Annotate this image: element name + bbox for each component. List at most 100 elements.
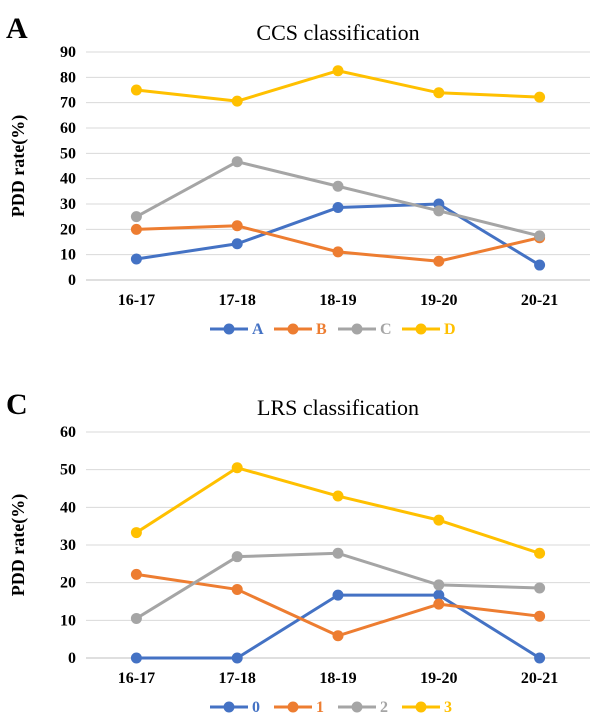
data-point-3 bbox=[332, 490, 344, 502]
data-point-2 bbox=[130, 612, 142, 624]
legend-label: 0 bbox=[252, 699, 260, 716]
legend-label: 2 bbox=[380, 699, 388, 716]
data-point-B bbox=[433, 255, 445, 267]
legend-swatch-marker bbox=[351, 701, 363, 713]
legend-swatch-marker bbox=[415, 701, 427, 713]
legend-swatch-marker bbox=[223, 323, 235, 335]
data-point-0 bbox=[534, 652, 546, 664]
y-tick-label: 90 bbox=[60, 44, 76, 61]
legend-label: B bbox=[316, 321, 327, 338]
data-point-3 bbox=[130, 527, 142, 539]
data-point-D bbox=[534, 91, 546, 103]
data-point-2 bbox=[332, 547, 344, 559]
data-point-3 bbox=[534, 547, 546, 559]
data-point-1 bbox=[433, 598, 445, 610]
data-point-3 bbox=[231, 462, 243, 474]
y-tick-label: 60 bbox=[60, 424, 76, 441]
data-point-A bbox=[231, 238, 243, 250]
data-point-B bbox=[231, 220, 243, 232]
chart-title: LRS classification bbox=[257, 395, 419, 420]
chart-title: CCS classification bbox=[256, 20, 419, 45]
data-point-1 bbox=[130, 568, 142, 580]
x-tick-label: 19-20 bbox=[420, 670, 457, 687]
legend-item-C: C bbox=[338, 321, 392, 338]
x-tick-label: 20-21 bbox=[521, 670, 558, 687]
data-point-B bbox=[130, 223, 142, 235]
x-tick-label: 17-18 bbox=[219, 670, 256, 687]
data-point-B bbox=[332, 246, 344, 258]
y-axis-label: PDD rate(%) bbox=[8, 115, 29, 217]
y-tick-label: 0 bbox=[68, 272, 76, 289]
y-tick-label: 20 bbox=[60, 221, 76, 238]
data-point-C bbox=[534, 230, 546, 242]
legend-item-B: B bbox=[274, 321, 327, 338]
data-point-D bbox=[231, 95, 243, 107]
y-tick-label: 50 bbox=[60, 145, 76, 162]
data-point-2 bbox=[534, 582, 546, 594]
y-tick-label: 80 bbox=[60, 69, 76, 86]
legend-item-0: 0 bbox=[210, 699, 260, 716]
data-point-3 bbox=[433, 514, 445, 526]
legend-item-2: 2 bbox=[338, 699, 388, 716]
chart-panel-A: A CCS classification 0 10 20 30 40 50 60 70 80 90 16… bbox=[6, 12, 590, 338]
data-point-1 bbox=[231, 583, 243, 595]
legend-swatch-marker bbox=[287, 701, 299, 713]
legend-label: D bbox=[444, 321, 456, 338]
panel-letter: A bbox=[6, 12, 28, 45]
legend-label: 3 bbox=[444, 699, 452, 716]
y-axis-label: PDD rate(%) bbox=[8, 494, 29, 596]
x-tick-label: 18-19 bbox=[319, 292, 356, 309]
x-tick-label: 19-20 bbox=[420, 292, 457, 309]
legend-label: 1 bbox=[316, 699, 324, 716]
data-point-C bbox=[433, 205, 445, 217]
legend-label: A bbox=[252, 321, 264, 338]
legend-swatch-marker bbox=[415, 323, 427, 335]
legend-item-3: 3 bbox=[402, 699, 452, 716]
data-point-2 bbox=[231, 551, 243, 563]
y-tick-label: 40 bbox=[60, 171, 76, 188]
y-tick-label: 30 bbox=[60, 537, 76, 554]
data-point-A bbox=[534, 259, 546, 271]
legend-swatch-marker bbox=[351, 323, 363, 335]
y-tick-label: 20 bbox=[60, 575, 76, 592]
data-point-0 bbox=[433, 589, 445, 601]
panel-letter: C bbox=[6, 388, 28, 421]
y-tick-label: 10 bbox=[60, 247, 76, 264]
legend-swatch-marker bbox=[223, 701, 235, 713]
x-tick-label: 16-17 bbox=[118, 292, 155, 309]
legend-item-1: 1 bbox=[274, 699, 324, 716]
legend-label: C bbox=[380, 321, 392, 338]
x-tick-label: 16-17 bbox=[118, 670, 155, 687]
data-point-1 bbox=[332, 630, 344, 642]
y-tick-label: 0 bbox=[68, 650, 76, 667]
data-point-D bbox=[433, 87, 445, 99]
data-point-D bbox=[332, 65, 344, 77]
x-tick-label: 17-18 bbox=[219, 292, 256, 309]
y-tick-label: 60 bbox=[60, 120, 76, 137]
data-point-C bbox=[130, 211, 142, 223]
x-tick-label: 20-21 bbox=[521, 292, 558, 309]
data-point-C bbox=[231, 156, 243, 168]
x-tick-label: 18-19 bbox=[319, 670, 356, 687]
data-point-A bbox=[130, 253, 142, 265]
y-tick-label: 30 bbox=[60, 196, 76, 213]
y-tick-label: 70 bbox=[60, 95, 76, 112]
series-line-3 bbox=[135, 466, 541, 555]
data-point-C bbox=[332, 180, 344, 192]
y-tick-label: 50 bbox=[60, 462, 76, 479]
data-point-D bbox=[130, 84, 142, 96]
data-point-2 bbox=[433, 579, 445, 591]
y-tick-label: 10 bbox=[60, 612, 76, 629]
data-point-1 bbox=[534, 610, 546, 622]
data-point-0 bbox=[130, 652, 142, 664]
legend-swatch-marker bbox=[287, 323, 299, 335]
series-line-C bbox=[135, 160, 540, 238]
data-point-0 bbox=[231, 652, 243, 664]
data-point-0 bbox=[332, 589, 344, 601]
legend-item-D: D bbox=[402, 321, 456, 338]
y-tick-label: 40 bbox=[60, 499, 76, 516]
data-point-A bbox=[332, 202, 344, 214]
legend-item-A: A bbox=[210, 321, 264, 338]
